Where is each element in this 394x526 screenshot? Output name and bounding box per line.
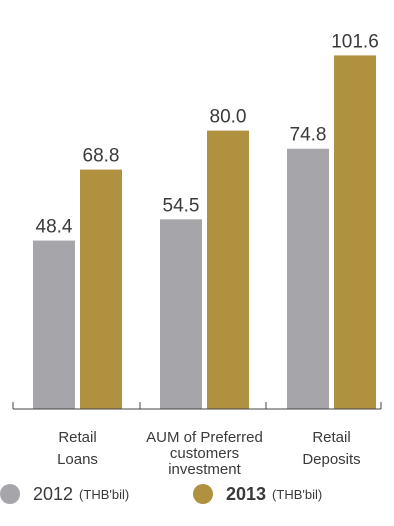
legend-item-2013: 2013 (THB'bil) [193,479,322,509]
legend-item-2012: 2012 (THB'bil) [0,479,129,509]
value-label-retail-deposits-2012: 74.8 [290,125,327,146]
value-label-retail-loans-2012: 48.4 [36,217,73,238]
bar-aum-of-preferred-customers-investment-2012 [160,219,202,409]
legend-label-2012: 2012 [33,483,74,504]
value-label-aum-of-preferred-customers-investment-2012: 54.5 [163,195,200,216]
legend-label-2013: 2013 [226,483,267,504]
legend-unit-2013: (THB'bil) [272,486,323,502]
x-tick-label-aum-of-preferred-customers-investment: AUM of Preferred customers investment [146,429,263,478]
bar-aum-of-preferred-customers-investment-2013 [207,130,249,409]
bar-retail-deposits-2012 [287,148,329,410]
x-tick-label-retail-deposits: Retail Deposits [302,429,360,468]
legend-unit-2012: (THB'bil) [79,486,130,502]
bar-retail-loans-2012 [33,240,75,409]
value-label-aum-of-preferred-customers-investment-2013: 80.0 [210,107,247,128]
x-tick-label-retail-loans: Retail Loans [57,429,98,468]
bar-retail-loans-2013 [80,169,122,409]
legend-swatch-2013 [193,484,213,504]
value-label-retail-deposits-2013: 101.6 [331,31,379,52]
value-label-retail-loans-2013: 68.8 [83,146,120,167]
legend-swatch-2012 [0,484,20,504]
bar-retail-deposits-2013 [334,55,376,409]
